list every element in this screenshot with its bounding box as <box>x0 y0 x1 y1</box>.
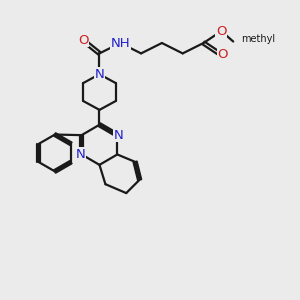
Text: O: O <box>216 25 226 38</box>
Text: O: O <box>218 48 228 62</box>
Text: O: O <box>78 34 88 46</box>
Text: methyl: methyl <box>241 34 275 44</box>
Text: N: N <box>94 68 104 81</box>
Text: NH: NH <box>110 37 130 50</box>
Text: N: N <box>114 129 124 142</box>
Text: N: N <box>75 148 85 161</box>
